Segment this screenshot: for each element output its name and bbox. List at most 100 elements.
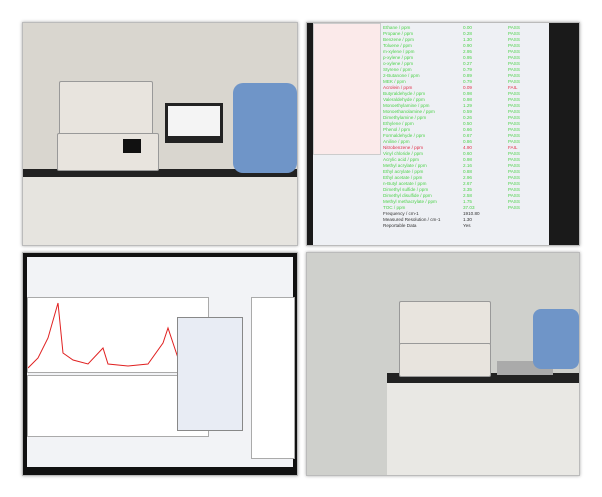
result-name: Formaldehyde / ppm: [383, 133, 426, 138]
result-value: 37.03: [463, 205, 475, 210]
result-status: PASS: [508, 91, 520, 96]
analyzer-base: [399, 343, 491, 377]
footer-name: Measured Resolution / cm-1: [383, 217, 441, 222]
result-row: Monoethylamine / ppm 1.29 PASS: [383, 103, 553, 109]
result-name: Ethylene / ppm: [383, 121, 414, 126]
result-name: Methyl methacrylate / ppm: [383, 199, 437, 204]
result-status: PASS: [508, 175, 520, 180]
results-dialog: [177, 317, 243, 431]
result-name: Monoethanolamine / ppm: [383, 109, 435, 114]
result-status: PASS: [508, 121, 520, 126]
result-row: Styrene / ppm 0.79 PASS: [383, 67, 553, 73]
footer-name: Frequency / cm-1: [383, 211, 419, 216]
analyzer-unit: [59, 81, 153, 135]
result-status: PASS: [508, 67, 520, 72]
result-row: Dimethyl disulfide / ppm 2.58 PASS: [383, 193, 553, 199]
result-status: PASS: [508, 133, 520, 138]
result-status: PASS: [508, 49, 520, 54]
result-status: PASS: [508, 157, 520, 162]
cabinet: [23, 173, 297, 245]
result-value: 0.95: [463, 55, 472, 60]
result-value: 0.88: [463, 169, 472, 174]
result-status: PASS: [508, 37, 520, 42]
result-status: PASS: [508, 25, 520, 30]
result-name: Methyl acrylate / ppm: [383, 163, 427, 168]
result-status: PASS: [508, 193, 520, 198]
result-value: 4.90: [463, 145, 472, 150]
result-value: 1.75: [463, 199, 472, 204]
laptop: [165, 103, 223, 143]
result-name: TOC / ppm: [383, 205, 406, 210]
result-name: Dimethyl sulfide / ppm: [383, 187, 429, 192]
result-value: 0.98: [463, 157, 472, 162]
result-name: Valeraldehyde / ppm: [383, 97, 425, 102]
result-value: 0.09: [463, 85, 472, 90]
result-row: Formaldehyde / ppm 0.67 PASS: [383, 133, 553, 139]
result-row: Methyl methacrylate / ppm 1.75 PASS: [383, 199, 553, 205]
result-value: 2.58: [463, 193, 472, 198]
result-row: m-xylene / ppm 2.95 PASS: [383, 49, 553, 55]
footer-row: Measured Resolution / cm-1 1.30: [383, 217, 553, 223]
result-value: 0.00: [463, 25, 472, 30]
result-name: o-xylene / ppm: [383, 61, 414, 66]
result-status: PASS: [508, 151, 520, 156]
blue-cover: [233, 83, 297, 173]
result-row: n-Butyl acetate / ppm 2.67 PASS: [383, 181, 553, 187]
analyzer-unit: [399, 301, 491, 345]
result-value: 0.27: [463, 61, 472, 66]
result-row: o-xylene / ppm 0.27 PASS: [383, 61, 553, 67]
bench-top: [23, 169, 297, 177]
result-row: Nitrobenzene / ppm 4.90 FAIL: [383, 145, 553, 151]
footer-value: 1910.80: [463, 211, 480, 216]
result-name: Ethane / ppm: [383, 25, 411, 30]
result-name: MEK / ppm: [383, 79, 406, 84]
result-row: Propane / ppm 0.28 PASS: [383, 31, 553, 37]
result-name: n-Butyl acetate / ppm: [383, 181, 427, 186]
result-name: Aniline / ppm: [383, 139, 410, 144]
result-value: 2.95: [463, 49, 472, 54]
result-value: 0.66: [463, 127, 472, 132]
result-name: Toluene / ppm: [383, 43, 412, 48]
result-status: PASS: [508, 127, 520, 132]
result-value: 0.60: [463, 151, 472, 156]
result-status: PASS: [508, 187, 520, 192]
result-status: PASS: [508, 205, 520, 210]
result-status: PASS: [508, 79, 520, 84]
result-row: Valeraldehyde / ppm 0.98 PASS: [383, 97, 553, 103]
result-status: FAIL: [508, 145, 518, 150]
result-row: Acrylic acid / ppm 0.98 PASS: [383, 157, 553, 163]
result-row: Dimethylamine / ppm 0.26 PASS: [383, 115, 553, 121]
result-status: PASS: [508, 169, 520, 174]
result-row: TOC / ppm 37.03 PASS: [383, 205, 553, 211]
result-row: Dimethyl sulfide / ppm 3.35 PASS: [383, 187, 553, 193]
results-screen: Ethane / ppm 0.00 PASS Propane / ppm 0.28 PAS…: [313, 23, 549, 245]
result-row: Toluene / ppm 0.90 PASS: [383, 43, 553, 49]
analyzer-base: [57, 133, 159, 171]
result-value: 0.89: [463, 73, 472, 78]
result-row: Vinyl chloride / ppm 0.60 PASS: [383, 151, 553, 157]
footer-row: Frequency / cm-1 1910.80: [383, 211, 553, 217]
result-status: PASS: [508, 115, 520, 120]
result-value: 0.86: [463, 139, 472, 144]
result-row: Acrolein / ppm 0.09 FAIL: [383, 85, 553, 91]
result-status: PASS: [508, 199, 520, 204]
result-row: Butyraldehyde / ppm 0.98 PASS: [383, 91, 553, 97]
result-status: PASS: [508, 73, 520, 78]
result-status: PASS: [508, 103, 520, 108]
result-name: p-xylene / ppm: [383, 55, 414, 60]
spectrum-trace: [27, 302, 209, 369]
result-name: Phenol / ppm: [383, 127, 411, 132]
result-row: 2-Butanone / ppm 0.89 PASS: [383, 73, 553, 79]
result-name: Benzene / ppm: [383, 37, 414, 42]
footer-value: Yes: [463, 223, 471, 228]
result-row: Ethyl acetate / ppm 2.96 PASS: [383, 175, 553, 181]
result-status: PASS: [508, 55, 520, 60]
result-status: PASS: [508, 43, 520, 48]
result-value: 0.98: [463, 97, 472, 102]
result-status: PASS: [508, 31, 520, 36]
result-row: MEK / ppm 0.79 PASS: [383, 79, 553, 85]
result-row: Ethane / ppm 0.00 PASS: [383, 25, 553, 31]
footer-value: 1.30: [463, 217, 472, 222]
result-status: PASS: [508, 163, 520, 168]
result-name: Propane / ppm: [383, 31, 414, 36]
